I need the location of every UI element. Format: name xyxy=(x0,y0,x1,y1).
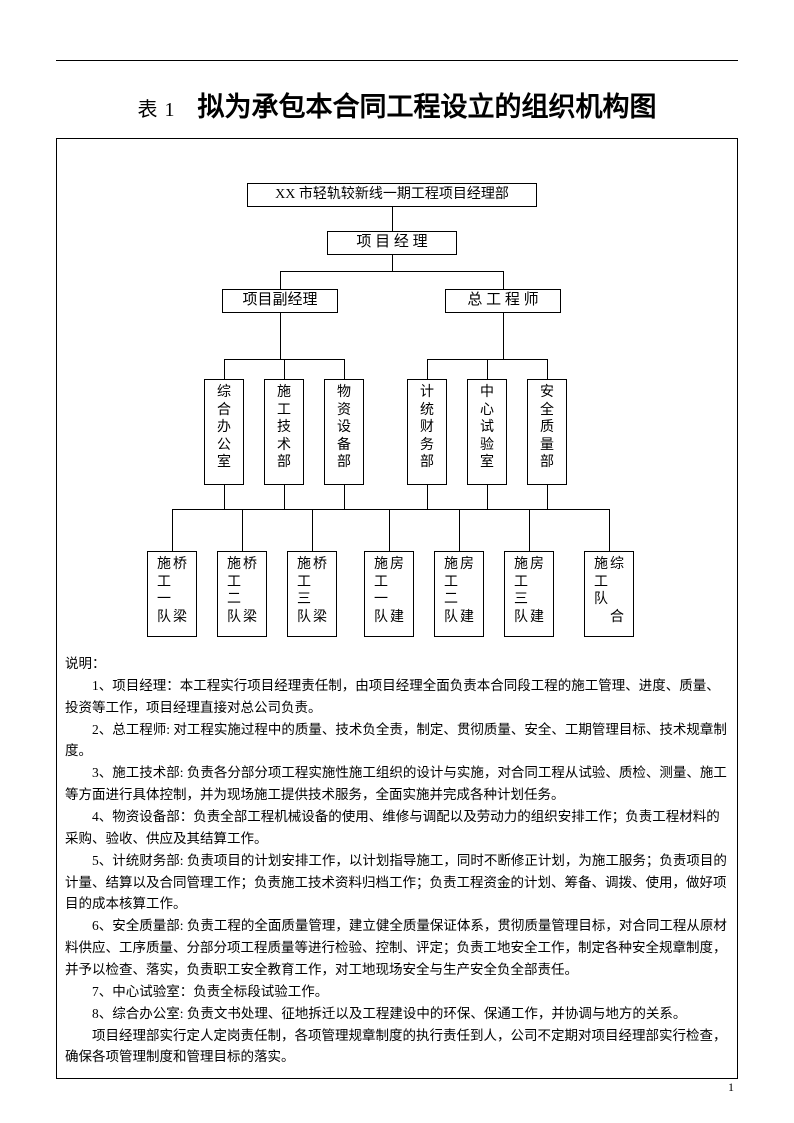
node-vpm: 项目副经理 xyxy=(222,289,338,313)
team-t1: 施工一队桥 梁 xyxy=(147,551,197,637)
desc-item-6: 6、安全质量部: 负责工程的全面质量管理，建立健全质量保证体系，贯彻质量管理目标… xyxy=(65,915,729,981)
desc-item-2: 2、总工程师: 对工程实施过程中的质量、技术负全责，制定、贯彻质量、安全、工期管… xyxy=(65,719,729,763)
team-t4: 施工一队房 建 xyxy=(364,551,414,637)
team-t5: 施工二队房 建 xyxy=(434,551,484,637)
desc-tail: 项目经理部实行定人定岗责任制，各项管理规章制度的执行责任到人，公司不定期对项目经… xyxy=(65,1025,729,1069)
node-root: XX 市轻轨较新线一期工程项目经理部 xyxy=(247,183,537,207)
dept-d1: 综合办公室 xyxy=(204,379,244,485)
dept-d4: 计统财务部 xyxy=(407,379,447,485)
desc-item-7: 7、中心试验室：负责全标段试验工作。 xyxy=(65,981,729,1003)
desc-head: 说明： xyxy=(65,653,729,675)
title-prefix: 表 1 xyxy=(138,99,176,121)
org-chart: XX 市轻轨较新线一期工程项目经理部项 目 经 理项目副经理 总 工 程 师综合办… xyxy=(57,139,737,649)
team-t2: 施工二队桥 梁 xyxy=(217,551,267,637)
desc-item-4: 4、物资设备部：负责全部工程机械设备的使用、维修与调配以及劳动力的组织安排工作；… xyxy=(65,806,729,850)
desc-item-5: 5、计统财务部: 负责项目的计划安排工作，以计划指导施工，同时不断修正计划，为施… xyxy=(65,850,729,916)
desc-item-1: 1、项目经理：本工程实行项目经理责任制，由项目经理全面负责本合同段工程的施工管理… xyxy=(65,675,729,719)
node-ce: 总 工 程 师 xyxy=(445,289,561,313)
desc-item-8: 8、综合办公室: 负责文书处理、征地拆迁以及工程建设中的环保、保通工作，并协调与… xyxy=(65,1003,729,1025)
description-block: 说明：1、项目经理：本工程实行项目经理责任制，由项目经理全面负责本合同段工程的施… xyxy=(57,649,737,1078)
dept-d3: 物资设备部 xyxy=(324,379,364,485)
team-t7: 施工 队综 合 xyxy=(584,551,634,637)
title-main: 拟为承包本合同工程设立的组织机构图 xyxy=(198,92,657,122)
team-t6: 施工三队房 建 xyxy=(504,551,554,637)
dept-d5: 中心试验室 xyxy=(467,379,507,485)
page-title: 表 1 拟为承包本合同工程设立的组织机构图 xyxy=(56,85,738,124)
diagram-frame: XX 市轻轨较新线一期工程项目经理部项 目 经 理项目副经理 总 工 程 师综合办… xyxy=(56,138,738,1079)
dept-d2: 施工技术部 xyxy=(264,379,304,485)
team-t3: 施工三队桥 梁 xyxy=(287,551,337,637)
dept-d6: 安全质量部 xyxy=(527,379,567,485)
node-pm: 项 目 经 理 xyxy=(327,231,457,255)
page-number: 1 xyxy=(728,1080,734,1095)
desc-item-3: 3、施工技术部: 负责各分部分项工程实施性施工组织的设计与实施，对合同工程从试验… xyxy=(65,762,729,806)
